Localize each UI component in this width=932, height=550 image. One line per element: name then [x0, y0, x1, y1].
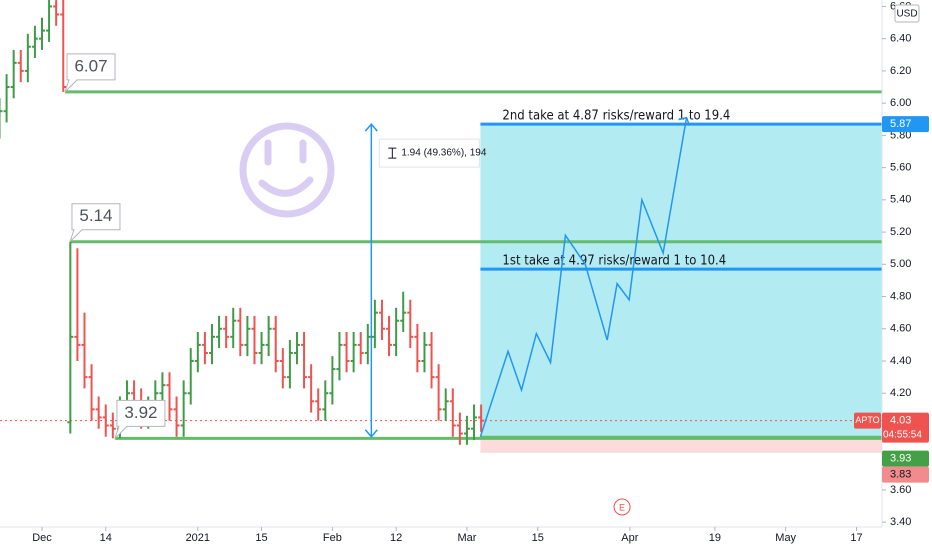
projection-path	[479, 117, 688, 437]
level-callout-box	[64, 53, 116, 93]
y-tick-label: 5.40	[890, 194, 911, 206]
x-tick-label: 17	[850, 532, 862, 544]
level-callout-box	[114, 399, 166, 439]
event-marker	[613, 498, 631, 516]
entry-badge-label: 3.93	[890, 453, 911, 465]
y-tick-label: 5.80	[890, 129, 911, 141]
price-badge-label: 5.87	[890, 118, 911, 130]
level-callout-label: 6.07	[74, 56, 107, 75]
measure-icon	[388, 147, 397, 159]
event-label: E	[619, 502, 625, 512]
y-tick-label: 5.20	[890, 226, 911, 238]
unit-badge	[894, 4, 920, 23]
price-axis: 3.403.603.804.004.204.404.604.805.005.20…	[0, 0, 920, 544]
stop-zone	[480, 436, 882, 453]
x-tick-label: 19	[709, 532, 721, 544]
x-tick-label: Feb	[323, 532, 342, 544]
y-tick-label: 3.60	[890, 484, 911, 496]
measure-arrow-top	[364, 122, 378, 132]
y-tick-label: 4.40	[890, 355, 911, 367]
overlay: 5.87 APTO 4.03 04:55:54 3.93 3.83	[854, 116, 929, 483]
take-label: 1st take at 4.97 risks/reward 1 to 10.4	[502, 254, 726, 269]
measure-label-box	[378, 138, 480, 168]
symbol-badge	[854, 412, 881, 429]
take-label: 2nd take at 4.87 risks/reward 1 to 19.4	[502, 109, 730, 124]
target-zone	[480, 124, 882, 437]
measure-label: 1.94 (49.36%), 194	[401, 148, 486, 159]
x-tick-label: Apr	[621, 532, 638, 544]
symbol-label: APTO	[855, 415, 879, 425]
price-badge	[882, 466, 929, 483]
y-tick-label: 5.60	[890, 162, 911, 174]
y-tick-label: 4.60	[890, 323, 911, 335]
smiley-drawing	[239, 122, 335, 218]
stop-badge-label: 3.83	[890, 469, 911, 481]
projection-arrowhead	[678, 116, 691, 126]
x-tick-label: Dec	[32, 532, 52, 544]
x-tick-label: 14	[100, 532, 112, 544]
price-badge	[882, 450, 929, 467]
price-badge	[882, 116, 929, 133]
y-tick-label: 4.80	[890, 290, 911, 302]
countdown-label: 04:55:54	[883, 429, 922, 440]
unit-label: USD	[896, 9, 917, 20]
x-tick-label: 15	[255, 532, 267, 544]
last-price-label: 4.03	[890, 415, 911, 427]
x-tick-label: 15	[532, 532, 544, 544]
price-badge	[882, 412, 929, 443]
level-callout-label: 5.14	[79, 206, 112, 225]
y-tick-label: 6.00	[890, 97, 911, 109]
y-tick-label: 4.20	[890, 387, 911, 399]
level-callout-label: 3.92	[124, 403, 157, 422]
y-tick-label: 6.20	[890, 65, 911, 77]
x-tick-label: 2021	[186, 532, 210, 544]
y-tick-label: 6.40	[890, 33, 911, 45]
x-tick-label: Mar	[457, 532, 476, 544]
y-tick-label: 5.00	[890, 258, 911, 270]
plot-area: 2nd take at 4.87 risks/reward 1 to 19.4 1…	[0, 0, 882, 516]
measure-arrow-bottom	[364, 429, 378, 438]
level-callout-box	[69, 203, 121, 243]
x-tick-label: May	[775, 532, 796, 544]
x-tick-label: 12	[390, 532, 402, 544]
y-tick-label: 3.40	[890, 516, 911, 528]
